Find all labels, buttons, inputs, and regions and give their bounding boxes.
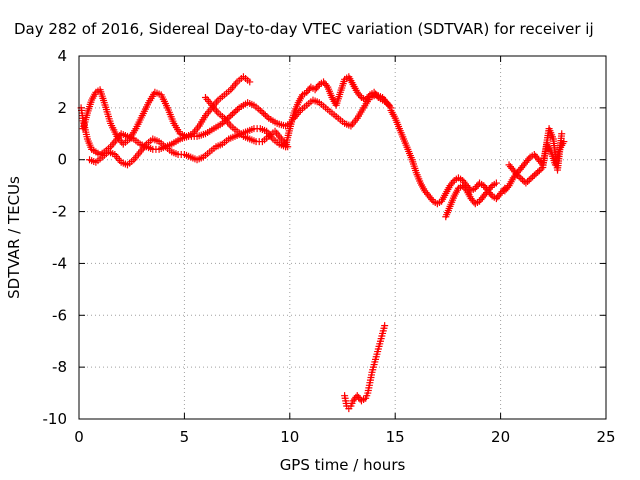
grid-lines bbox=[79, 56, 606, 419]
data-point bbox=[258, 108, 266, 116]
data-point bbox=[535, 167, 543, 175]
y-tick-label: -6 bbox=[52, 306, 67, 324]
data-point bbox=[525, 155, 533, 163]
x-tick-labels: 0 5 10 15 20 25 bbox=[74, 428, 615, 446]
data-point bbox=[519, 176, 527, 184]
data-point bbox=[532, 170, 540, 178]
data-point bbox=[261, 111, 269, 119]
data-point bbox=[461, 185, 469, 193]
data-point bbox=[534, 168, 542, 176]
data-points bbox=[77, 73, 568, 413]
data-point bbox=[492, 179, 500, 187]
data-point bbox=[234, 105, 242, 113]
data-point bbox=[512, 170, 520, 178]
data-point bbox=[504, 183, 512, 191]
data-point bbox=[513, 171, 521, 179]
data-point bbox=[225, 113, 233, 121]
axis-ticks bbox=[78, 55, 607, 420]
data-point bbox=[428, 195, 436, 203]
x-tick-label: 25 bbox=[596, 428, 615, 446]
data-point bbox=[558, 130, 566, 138]
x-tick-label: 5 bbox=[180, 428, 190, 446]
y-tick-label: 2 bbox=[57, 99, 67, 117]
x-tick-label: 10 bbox=[280, 428, 299, 446]
x-tick-label: 0 bbox=[74, 428, 84, 446]
data-point bbox=[515, 173, 523, 181]
data-point bbox=[527, 174, 535, 182]
data-point bbox=[230, 109, 238, 117]
data-point bbox=[530, 171, 538, 179]
data-point bbox=[232, 107, 240, 115]
data-point bbox=[517, 174, 525, 182]
data-point bbox=[525, 176, 533, 184]
data-point bbox=[524, 177, 532, 185]
x-tick-label: 15 bbox=[386, 428, 405, 446]
data-point bbox=[227, 112, 235, 120]
x-tick-label: 20 bbox=[491, 428, 510, 446]
data-point bbox=[314, 82, 322, 90]
data-point bbox=[529, 173, 537, 181]
data-point bbox=[449, 178, 457, 186]
y-tick-labels: -10 -8 -6 -4 -2 0 2 4 bbox=[43, 47, 68, 428]
y-tick-label: 0 bbox=[57, 151, 67, 169]
y-axis-label: SDTVAR / TECUs bbox=[5, 176, 23, 299]
data-point bbox=[385, 101, 393, 109]
y-tick-label: -10 bbox=[43, 410, 68, 428]
data-point bbox=[356, 92, 364, 100]
data-point bbox=[260, 110, 268, 118]
data-point bbox=[322, 81, 330, 89]
y-tick-label: 4 bbox=[57, 47, 67, 65]
y-tick-label: -4 bbox=[52, 254, 67, 272]
data-point bbox=[522, 179, 530, 187]
data-point bbox=[256, 106, 264, 114]
data-point bbox=[218, 119, 226, 127]
data-point bbox=[487, 183, 495, 191]
y-tick-label: -2 bbox=[52, 203, 67, 221]
x-axis-label: GPS time / hours bbox=[280, 456, 406, 474]
y-tick-label: -8 bbox=[52, 358, 67, 376]
data-point bbox=[263, 113, 271, 121]
chart-title: Day 282 of 2016, Sidereal Day-to-day VTE… bbox=[14, 20, 594, 38]
data-point bbox=[381, 322, 389, 330]
data-point bbox=[228, 110, 236, 118]
data-point bbox=[537, 165, 545, 173]
plot-frame bbox=[78, 55, 607, 420]
data-point bbox=[246, 78, 254, 86]
